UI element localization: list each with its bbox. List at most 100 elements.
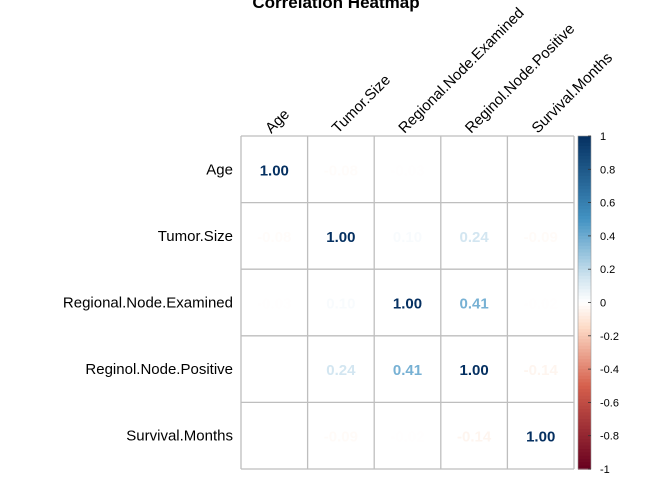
colorbar-segment <box>578 315 591 320</box>
heatmap-cell <box>440 136 508 203</box>
heatmap-cell <box>440 402 508 469</box>
colorbar-segment <box>578 182 591 187</box>
cell-value-label: 0.10 <box>393 229 422 246</box>
colorbar-segment <box>578 215 591 220</box>
column-label: Age <box>262 106 293 137</box>
colorbar-segment <box>578 242 591 247</box>
colorbar-segment <box>578 189 591 194</box>
colorbar-tick-label: -0.6 <box>600 397 619 409</box>
colorbar-segment <box>578 392 591 397</box>
row-label: Survival.Months <box>126 428 233 445</box>
colorbar-segment <box>578 302 591 307</box>
colorbar-segment <box>578 202 591 207</box>
colorbar-segment <box>578 399 591 403</box>
colorbar-segment <box>578 389 591 394</box>
colorbar-segment <box>578 262 591 267</box>
colorbar-segment <box>578 165 591 170</box>
heatmap-cell <box>241 136 308 203</box>
colorbar-segment <box>578 149 591 154</box>
colorbar-segment <box>578 382 591 387</box>
colorbar-segment <box>578 339 591 344</box>
heatmap-cell <box>374 402 441 469</box>
heatmap-cell <box>241 335 308 403</box>
heatmap-cell <box>507 202 574 270</box>
colorbar-segment <box>578 282 591 287</box>
cell-value-label: 0.01 <box>260 362 289 379</box>
row-label: Age <box>206 161 233 178</box>
heatmap-cell <box>374 202 441 270</box>
colorbar-segment <box>578 145 591 150</box>
heatmap-cell <box>241 402 308 469</box>
column-label: Reginol.Node.Positive <box>462 20 578 136</box>
colorbar-segment <box>578 452 591 457</box>
colorbar-segment <box>578 222 591 227</box>
colorbar-tick-label: 0.2 <box>600 264 615 276</box>
cell-value-label: 0.41 <box>393 362 422 379</box>
heatmap-cell <box>241 202 308 270</box>
heatmap-cell <box>307 269 375 336</box>
cell-value-label: 1.00 <box>459 362 488 379</box>
colorbar-segment <box>578 295 591 300</box>
colorbar-segment <box>578 419 591 423</box>
colorbar-segment <box>578 245 591 250</box>
colorbar-segment <box>578 325 591 330</box>
colorbar-segment <box>578 152 591 157</box>
row-labels: Age Tumor.Size Regional.Node.Examined Regin… <box>63 161 233 444</box>
colorbar-segment <box>578 212 591 217</box>
colorbar-segment <box>578 439 591 443</box>
row-label: Tumor.Size <box>158 228 233 245</box>
row-label: Reginol.Node.Positive <box>85 361 233 378</box>
colorbar-segment <box>578 169 591 174</box>
colorbar-segment <box>578 412 591 417</box>
cell-value-label: 0.24 <box>459 229 489 246</box>
cell-value-label: 0.10 <box>326 296 355 313</box>
cell-value-label: 0.41 <box>459 296 488 313</box>
cell-value-label: -0.09 <box>524 229 558 246</box>
colorbar-segment <box>578 352 591 357</box>
colorbar-tick-label: -0.4 <box>600 364 619 376</box>
colorbar-segment <box>578 355 591 360</box>
colorbar-tick-label: -1 <box>600 464 610 476</box>
colorbar-segment <box>578 342 591 347</box>
colorbar-segment <box>578 385 591 390</box>
colorbar-segment <box>578 259 591 264</box>
colorbar-segment <box>578 462 591 467</box>
heatmap-cell <box>440 269 508 336</box>
colorbar-segment <box>578 459 591 463</box>
colorbar-segment <box>578 309 591 314</box>
column-label: Tumor.Size <box>329 72 394 137</box>
heatmap-cell <box>507 136 574 203</box>
column-label: Regional.Node.Examined <box>395 5 527 137</box>
cell-value-label: -0.14 <box>524 362 559 379</box>
colorbar-tick-label: 1 <box>600 131 606 143</box>
colorbar-tick-label: 0.6 <box>600 198 615 210</box>
colorbar-segment <box>578 372 591 377</box>
colorbar-segment <box>578 139 591 144</box>
colorbar-tick-label: -0.2 <box>600 331 619 343</box>
colorbar-segment <box>578 322 591 327</box>
colorbar-segment <box>578 435 591 440</box>
colorbar-segment <box>578 335 591 340</box>
heatmap-cell <box>507 269 574 336</box>
colorbar-segment <box>578 272 591 277</box>
colorbar-segment <box>578 365 591 370</box>
colorbar-segment <box>578 395 591 400</box>
colorbar-segment <box>578 275 591 280</box>
colorbar-segment <box>578 239 591 244</box>
heatmap-cell <box>440 335 508 403</box>
colorbar-segment <box>578 265 591 270</box>
colorbar-segment <box>578 329 591 334</box>
colorbar-segment <box>578 405 591 410</box>
colorbar-segment <box>578 369 591 374</box>
colorbar-segment <box>578 175 591 180</box>
colorbar-segment <box>578 235 591 240</box>
colorbar-segment <box>578 422 591 427</box>
colorbar-segment <box>578 299 591 304</box>
cell-value-label: -0.08 <box>324 162 358 179</box>
cell-value-label: 0.24 <box>326 362 356 379</box>
heatmap-cell <box>440 202 508 270</box>
colorbar-segment <box>578 159 591 164</box>
colorbar-segment <box>578 269 591 274</box>
colorbar-segment <box>578 362 591 367</box>
colorbar-segment <box>578 409 591 413</box>
